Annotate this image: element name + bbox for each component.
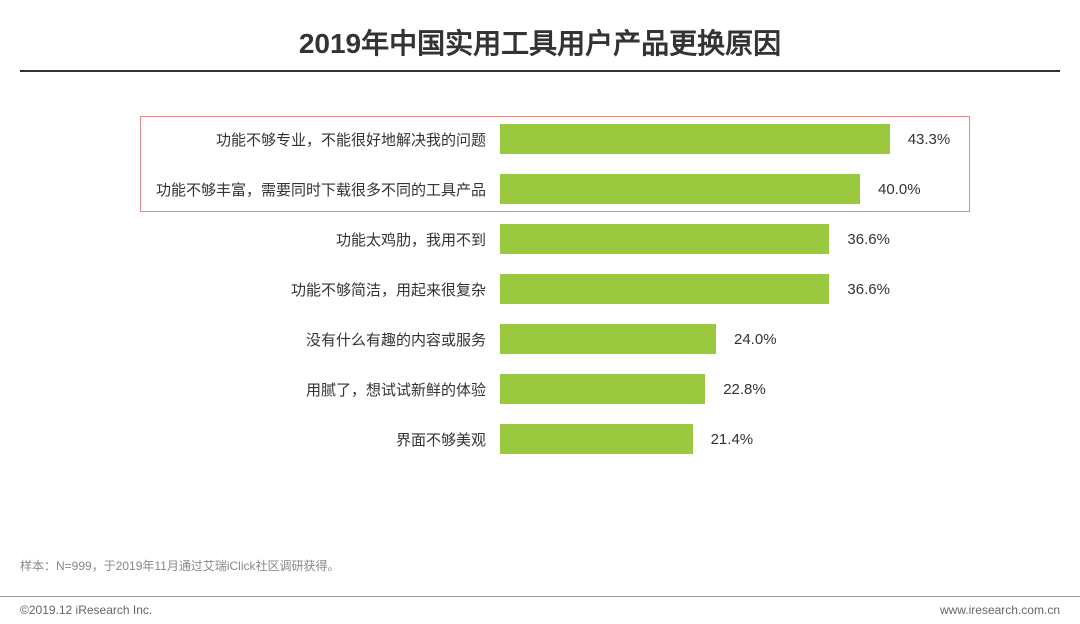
bar-value: 40.0% [878,181,921,198]
bar [500,324,716,354]
bar-label: 界面不够美观 [20,429,500,450]
bar-label: 没有什么有趣的内容或服务 [20,329,500,350]
sample-note: 样本：N=999，于2019年11月通过艾瑞iClick社区调研获得。 [20,557,340,574]
title-underline [20,70,1060,72]
bar [500,124,890,154]
bar-row: 功能不够专业，不能很好地解决我的问题 43.3% [20,114,1060,164]
chart-title: 2019年中国实用工具用户产品更换原因 [0,0,1080,70]
bar-value: 22.8% [723,381,766,398]
bar-row: 用腻了，想试试新鲜的体验 22.8% [20,364,1060,414]
bar [500,224,829,254]
footer: ©2019.12 iResearch Inc. www.iresearch.co… [0,596,1080,624]
bar [500,374,705,404]
bar-value: 24.0% [734,331,777,348]
bar-label: 功能不够专业，不能很好地解决我的问题 [20,129,500,150]
bar-wrap: 21.4% [500,424,1060,454]
copyright: ©2019.12 iResearch Inc. [20,597,152,617]
bar-wrap: 40.0% [500,174,1060,204]
bar-rows: 功能不够专业，不能很好地解决我的问题 43.3% 功能不够丰富，需要同时下载很多不同… [20,114,1060,464]
bar-row: 功能太鸡肋，我用不到 36.6% [20,214,1060,264]
bar-row: 功能不够简洁，用起来很复杂 36.6% [20,264,1060,314]
bar [500,174,860,204]
bar-value: 21.4% [711,431,754,448]
bar [500,274,829,304]
bar-row: 没有什么有趣的内容或服务 24.0% [20,314,1060,364]
bar-value: 36.6% [847,281,890,298]
bar-value: 43.3% [908,131,951,148]
bar [500,424,693,454]
chart-area: 功能不够专业，不能很好地解决我的问题 43.3% 功能不够丰富，需要同时下载很多不同… [20,114,1060,464]
bar-value: 36.6% [847,231,890,248]
bar-wrap: 43.3% [500,124,1060,154]
bar-wrap: 36.6% [500,224,1060,254]
bar-row: 界面不够美观 21.4% [20,414,1060,464]
bar-wrap: 22.8% [500,374,1060,404]
bar-row: 功能不够丰富，需要同时下载很多不同的工具产品 40.0% [20,164,1060,214]
bar-label: 用腻了，想试试新鲜的体验 [20,379,500,400]
bar-wrap: 24.0% [500,324,1060,354]
bar-wrap: 36.6% [500,274,1060,304]
bar-label: 功能不够丰富，需要同时下载很多不同的工具产品 [20,179,500,200]
source-url: www.iresearch.com.cn [940,597,1060,617]
bar-label: 功能不够简洁，用起来很复杂 [20,279,500,300]
bar-label: 功能太鸡肋，我用不到 [20,229,500,250]
